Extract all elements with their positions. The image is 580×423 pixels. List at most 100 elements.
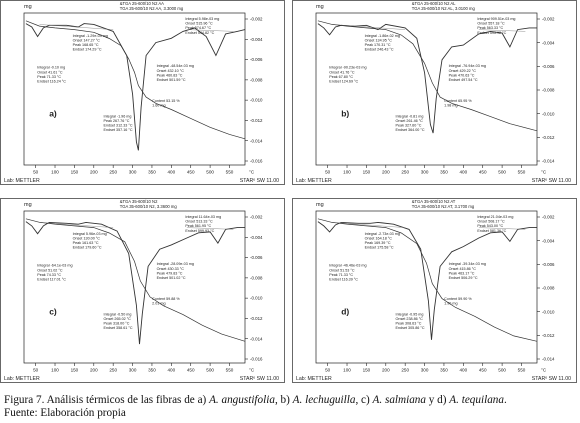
annotation-line: Peak 574.67 °C [185,26,211,30]
x-axis-unit-label: °C [249,170,255,175]
y-right-tick-label: -0.014 [250,138,263,143]
header-line: TGA 35-600/10 N2, 3.3600 mg [120,204,178,209]
thermogram-panel-b: mg &TGA 25-600/10 N2 AL TGA 25-600/10 N2 A… [292,0,577,185]
x-tick-label: 200 [90,368,98,373]
annotation-line: Onset 41.61 °C [37,70,63,74]
y-right-tick-label: -0.002 [250,17,263,22]
panel-label: a) [49,108,57,118]
annotation-line: Onset 51.02 °C [37,268,63,272]
y-right-tick-label: -0.004 [250,37,263,42]
y-axis-unit-label: mg [316,202,324,208]
panel-frame [0,198,285,383]
annotation-line: Onset 134.95 °C [365,38,393,42]
annotation-line: Peak 74.33 °C [37,273,61,277]
header-line: TGA 25-600/10 N2 AL, 3.0100 mg [412,6,476,11]
x-tick-label: 250 [401,170,409,175]
annotation-line: Peak 308.63 °C [396,322,422,326]
species-1: A. angustifolia [209,394,275,406]
species-4: A. tequilana [449,394,504,406]
panel-frame [292,198,577,383]
x-tick-label: 400 [167,170,175,175]
annotation-line: Integral 21.04e-03 mg [477,215,513,219]
caption-end: . [503,394,507,406]
annotation-line: Integral 5.98e-03 mg [185,17,219,21]
annotation-line: Endset 116.39 °C [329,277,358,281]
annotation-line: Integral -0.81 mg [396,114,424,118]
annotation-block: Content 59.88 %2.01 mg [152,297,180,306]
x-tick-label: 300 [129,170,137,175]
tga-curve [317,20,538,132]
footer-software: STARᵉ SW 11.00 [532,376,571,382]
baseline-guide [478,29,526,32]
annotation-line: Onset 147.27 °C [73,38,101,42]
plot-area [23,210,246,364]
caption-sep-2: , c) [355,394,373,406]
tga-curve [25,218,246,342]
annotation-line: Endset 124.69 °C [329,79,358,83]
plot-area [315,210,538,364]
plot-area [23,12,246,166]
annotation-line: 2.01 mg [152,302,165,306]
y-axis-unit-label: mg [24,4,32,10]
y-right-tick-label: -0.010 [542,309,555,314]
y-right-tick-label: -0.006 [542,262,555,267]
panel-label: c) [49,306,57,316]
y-right-tick-label: -0.004 [542,40,555,45]
annotation-line: Integral -1.29e-03 mg [73,34,108,38]
y-right-tick-label: -0.014 [250,336,263,341]
y-right-tick-label: -0.010 [250,296,263,301]
annotation-line: Peak 71.33 °C [329,273,353,277]
y-right-tick-label: -0.006 [542,64,555,69]
baseline-guide [331,222,406,228]
y-right-tick-label: -0.004 [542,238,555,243]
annotation-line: Onset 430.33 °C [157,267,185,271]
x-tick-label: 250 [109,170,117,175]
y-right-tick-label: -0.014 [542,159,555,164]
tga-curve [25,20,246,140]
annotation-line: Endset 497.54 °C [449,78,478,82]
annotation-block: Content 65.95 %1.98 mg [444,99,472,108]
caption-sep-1: , b) [274,394,293,406]
x-tick-label: 450 [187,170,195,175]
baseline-guide [39,24,114,30]
baseline-guide [478,227,526,230]
x-tick-label: 350 [148,170,156,175]
annotation-block: Content 53.15 %1.60 mg [152,99,180,108]
annotation-line: Peak 463.17 °C [449,271,475,275]
figure-caption: Figura 7. Análisis térmicos de las fibra… [4,394,576,420]
annotation-line: Integral -39.34e-03 mg [449,262,486,266]
x-tick-label: 250 [401,368,409,373]
y-right-tick-label: -0.016 [250,159,263,164]
annotation-line: Integral -48.54e-03 mg [157,64,194,68]
caption-line: Figura 7. Análisis térmicos de las fibra… [4,394,576,407]
x-tick-label: 500 [498,170,506,175]
annotation-line: Content 53.15 % [152,99,180,103]
annotation-line: Peak 71.33 °C [37,75,61,79]
panel-label: d) [341,306,349,316]
annotation-line: Onset 238.86 °C [396,317,424,321]
annotation-line: Onset 432.10 °C [157,69,185,73]
y-right-tick-label: -0.006 [250,255,263,260]
annotation-line: Onset 415.86 °C [449,267,477,271]
annotation-line: Endset 175.58 °C [365,246,394,250]
annotation-line: Integral -1.86e-02 mg [365,34,400,38]
annotation-line: Integral 909.51e-03 mg [477,17,515,21]
y-right-tick-label: -0.012 [542,333,555,338]
x-tick-label: 400 [459,368,467,373]
x-tick-label: 400 [167,368,175,373]
caption-source: Fuente: Elaboración propia [4,407,126,419]
y-right-tick-label: -0.014 [542,357,555,362]
x-tick-label: 550 [518,170,526,175]
annotation-line: Endset 599.93 °C [185,229,214,233]
annotation-line: Integral -90.23e-03 mg [329,66,366,70]
